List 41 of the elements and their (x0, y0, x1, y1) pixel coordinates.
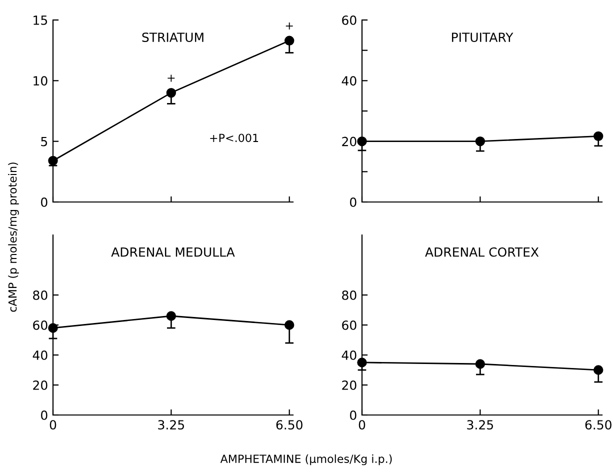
y-tick-label: 60 (33, 320, 48, 330)
x-tick-label: 6.50 (276, 420, 302, 430)
x-tick-label: 6.50 (585, 420, 612, 430)
y-tick-label: 0 (41, 197, 48, 207)
y-tick-label: 80 (33, 290, 48, 300)
text: STRIATUM (142, 32, 204, 42)
y-tick-label: 0 (41, 410, 48, 420)
y-axis-title: cAMP (p moles/mg protein) (8, 162, 19, 312)
point (594, 365, 604, 375)
point (284, 320, 294, 330)
y-tick-label: 0 (350, 410, 356, 420)
y-tick-label: 80 (342, 290, 356, 300)
y-tick-label: 60 (342, 15, 356, 25)
y-tick-label: 60 (342, 320, 356, 330)
text: ADRENAL CORTEX (425, 247, 539, 257)
point (357, 358, 367, 368)
y-tick-label: 0 (350, 197, 356, 207)
point (48, 156, 58, 166)
x-tick-label: 0 (358, 420, 366, 430)
y-tick-label: 20 (342, 136, 356, 146)
annotation: +P<.001 (210, 134, 258, 142)
y-tick-label: 40 (342, 76, 356, 86)
x-tick-label: 0 (50, 420, 56, 430)
y-tick-label: 40 (342, 350, 356, 360)
point (475, 359, 486, 369)
annotation: + (286, 22, 293, 30)
y-tick-label: 15 (34, 16, 48, 25)
point (166, 88, 176, 98)
y-tick-label: 5 (41, 136, 48, 146)
x-tick-label: 3.25 (158, 420, 184, 430)
point (284, 36, 294, 46)
y-tick-label: 10 (34, 76, 48, 86)
y-tick-label: 20 (33, 380, 48, 390)
point (166, 311, 176, 321)
x-tick-label: 3.25 (467, 420, 494, 430)
text: ADRENAL MEDULLA (111, 247, 235, 257)
text: PITUITARY (452, 32, 514, 42)
x-axis-title: AMPHETAMINE (μmoles/Kg i.p.) (220, 454, 392, 466)
y-tick-label: 40 (32, 350, 48, 360)
y-tick-label: 20 (342, 380, 356, 390)
annotation: + (168, 74, 175, 82)
